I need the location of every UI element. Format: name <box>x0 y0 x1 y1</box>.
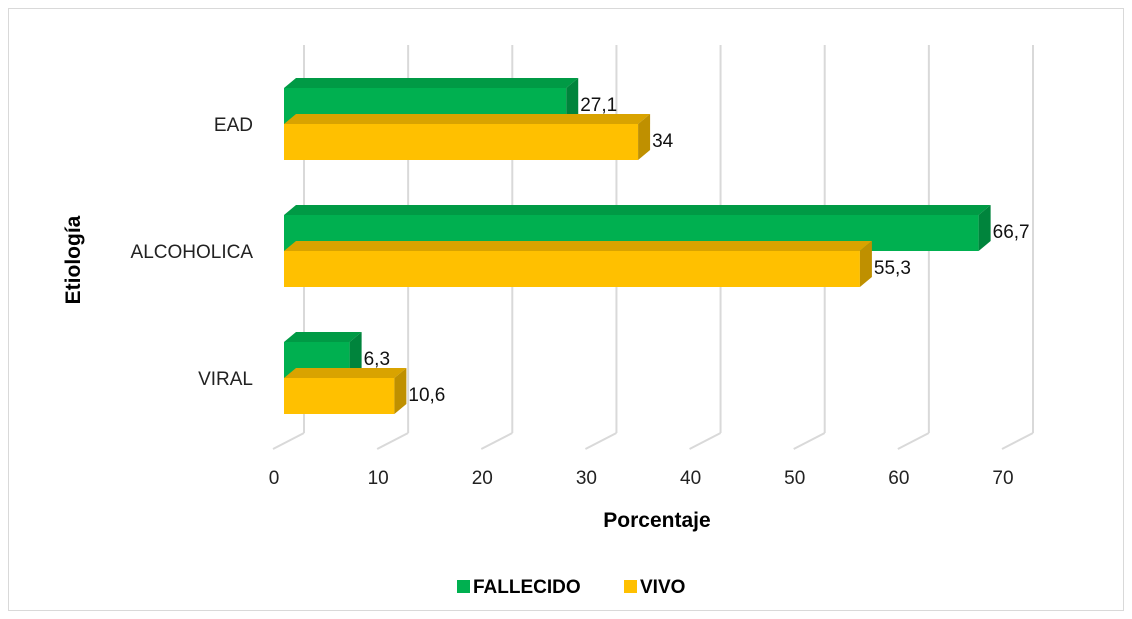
x-tick-label: 10 <box>368 468 389 489</box>
data-label: 34 <box>652 131 674 152</box>
bar-top-face <box>284 368 407 378</box>
y-axis-title: Etiología <box>62 215 85 304</box>
data-label: 10,6 <box>408 385 445 406</box>
gridline-floor <box>584 432 617 450</box>
bar-side-face <box>566 78 579 124</box>
bar-side-face <box>394 368 407 414</box>
bar <box>284 124 639 160</box>
tick-labels: 0 10 20 30 40 50 60 70 EAD ALCOHOLICA VIRAL <box>131 115 1014 489</box>
bar-top-face <box>284 114 651 124</box>
bar-top-face <box>284 332 362 342</box>
data-label: 6,3 <box>364 349 390 370</box>
bar-top-face <box>284 78 579 88</box>
bar <box>284 251 860 287</box>
bar-side-face <box>978 205 991 251</box>
gridline-floor <box>897 432 930 450</box>
bar-top-face <box>284 205 991 215</box>
bar-side-face <box>859 241 872 287</box>
gridline-floor <box>689 432 722 450</box>
bar-side-face <box>638 114 651 160</box>
y-tick-label: ALCOHOLICA <box>131 242 254 263</box>
x-tick-label: 60 <box>888 468 909 489</box>
gridline-floor <box>272 432 305 450</box>
data-labels: 27,1 34 66,7 55,3 6,3 10,6 <box>364 95 1030 406</box>
x-tick-label: 0 <box>269 468 280 489</box>
y-tick-label: EAD <box>214 115 253 136</box>
data-label: 27,1 <box>580 95 617 116</box>
legend-label: VIVO <box>640 577 685 598</box>
bar <box>284 378 395 414</box>
gridline-floor <box>480 432 513 450</box>
legend-swatch <box>624 580 637 593</box>
bar-top-face <box>284 241 872 251</box>
x-tick-label: 40 <box>680 468 701 489</box>
y-tick-label: VIRAL <box>198 369 253 390</box>
gridline-floor <box>793 432 826 450</box>
gridline-floor <box>376 432 409 450</box>
data-label: 55,3 <box>874 258 911 279</box>
bars <box>284 78 991 414</box>
x-tick-label: 20 <box>472 468 493 489</box>
bar-side-face <box>349 332 362 378</box>
x-tick-label: 50 <box>784 468 805 489</box>
legend-swatch <box>457 580 470 593</box>
data-label: 66,7 <box>993 222 1030 243</box>
x-tick-label: 70 <box>992 468 1013 489</box>
legend: FALLECIDO VIVO <box>457 577 685 598</box>
x-axis-title: Porcentaje <box>603 509 710 532</box>
gridline-floor <box>1001 432 1034 450</box>
legend-label: FALLECIDO <box>473 577 581 598</box>
x-tick-label: 30 <box>576 468 597 489</box>
